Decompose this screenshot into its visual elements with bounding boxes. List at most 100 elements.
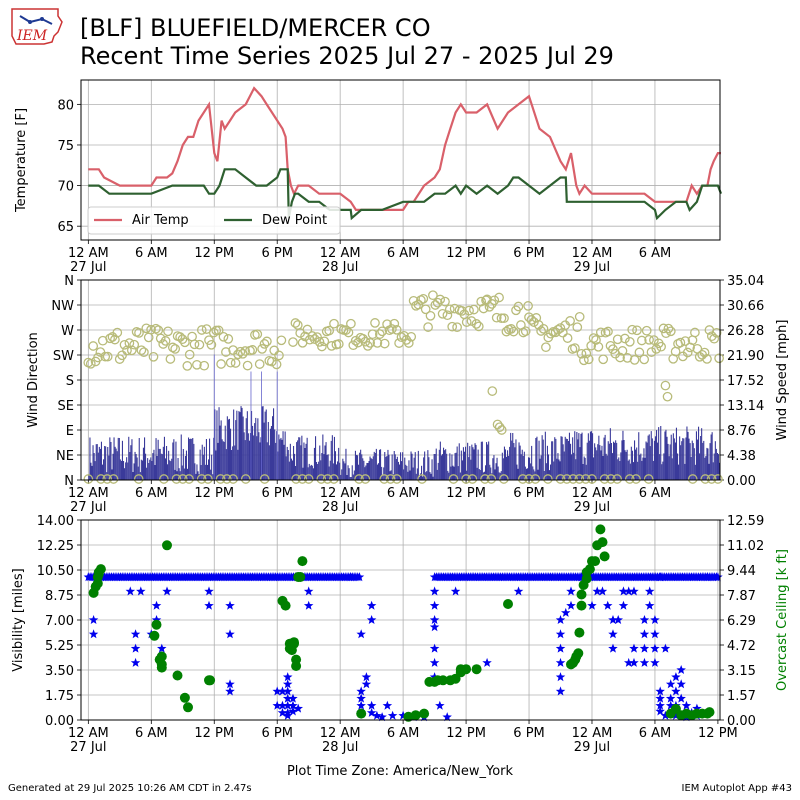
wind-speed-bar — [177, 458, 179, 480]
visibility-point — [671, 686, 681, 696]
wind-speed-bar — [396, 456, 398, 480]
wind-speed-bar — [219, 425, 221, 480]
temp-ylabel: Temperature [F] — [14, 108, 29, 213]
wind-speed-bar — [163, 436, 165, 480]
wind-speed-bar — [468, 457, 470, 480]
vis-x-tick-label: 12 PM — [698, 726, 738, 741]
wind-speed-bar — [214, 409, 216, 480]
wind-speed-bar — [129, 452, 131, 480]
wind-direction-point — [447, 321, 458, 332]
wind-direction-point — [297, 474, 308, 484]
wind-speed-bar — [556, 458, 558, 480]
wind-speed-bar — [272, 416, 274, 480]
wind-speed-bar — [625, 451, 627, 480]
wind-direction-point — [615, 352, 625, 363]
visibility-point — [372, 710, 382, 720]
wind-speed-bar — [470, 459, 472, 480]
wind-speed-bar — [211, 454, 213, 480]
wind-direction-point — [370, 318, 380, 328]
wind-speed-bar — [502, 458, 504, 480]
visibility-point — [151, 615, 162, 624]
wind-y2tick-label: 4.38 — [727, 449, 756, 464]
ceiling-point — [410, 710, 421, 721]
wind-speed-bar — [371, 459, 373, 480]
timezone-label: Plot Time Zone: America/New_York — [286, 764, 514, 779]
wind-speed-bar — [301, 435, 303, 480]
wind-speed-bar — [223, 441, 225, 480]
wind-direction-point — [568, 474, 578, 484]
wind-speed-bar — [188, 437, 190, 480]
wind-speed-bar — [412, 467, 414, 480]
wind-direction-point — [471, 319, 482, 329]
wind-direction-point — [215, 474, 226, 484]
wind-speed-bar — [424, 451, 426, 480]
vis-ytick-label: 1.75 — [45, 689, 74, 704]
wind-speed-bar — [682, 438, 684, 480]
wind-speed-bar — [298, 437, 300, 480]
wind-speed-bar — [493, 455, 495, 480]
wind-speed-bar — [268, 445, 270, 480]
wind-speed-bar — [145, 453, 147, 480]
visibility-point — [644, 600, 655, 610]
wind-speed-bar — [103, 459, 105, 480]
wind-direction-point — [588, 333, 599, 343]
wind-speed-bar — [465, 446, 467, 480]
wind-speed-bar — [430, 473, 432, 480]
wind-speed-bar — [287, 450, 289, 480]
wind-speed-bar — [551, 441, 553, 480]
wind-speed-bar — [645, 441, 647, 480]
wind-speed-bar — [355, 455, 357, 480]
wind-speed-bar — [409, 470, 411, 480]
vis-frame — [80, 519, 721, 721]
wind-direction-point — [316, 474, 327, 484]
wind-speed-bar — [472, 447, 474, 480]
wind-speed-bar — [164, 458, 166, 480]
wind-direction-point — [288, 337, 298, 347]
visibility-point — [561, 607, 571, 617]
wind-direction-point — [133, 474, 144, 484]
air-temp-line — [88, 86, 721, 211]
wind-direction-point — [189, 339, 200, 350]
wind-speed-bar — [238, 411, 240, 480]
wind-direction-point — [377, 326, 388, 337]
wind-speed-bar — [306, 437, 308, 480]
wind-speed-bar — [520, 454, 522, 480]
vis-x-tick-label: 12 AM — [68, 726, 109, 741]
wind-speed-bar — [134, 451, 136, 480]
wind-direction-point — [496, 313, 507, 324]
wind-speed-bar — [415, 473, 417, 480]
wind-direction-point — [240, 474, 251, 484]
ceiling-point — [574, 627, 585, 638]
visibility-point — [713, 572, 723, 582]
visibility-point — [692, 703, 702, 713]
wind-speed-bar — [295, 466, 297, 480]
wind-speed-bar — [252, 425, 254, 480]
wind-speed-bar — [471, 444, 473, 480]
wind-speed-bar — [664, 431, 666, 480]
wind-direction-point — [163, 326, 173, 337]
wind-speed-bar — [346, 475, 348, 480]
wind-speed-bar — [494, 469, 496, 480]
wind-speed-bar — [461, 460, 463, 480]
wind-direction-point — [603, 326, 613, 337]
wind-speed-bar — [474, 443, 476, 480]
visibility-point — [282, 672, 293, 682]
wind-x-tick-label: 12 PM — [194, 486, 234, 501]
visibility-point — [555, 629, 566, 639]
wind-direction-point — [576, 348, 587, 359]
wind-speed-bar — [600, 450, 602, 480]
wind-speed-bar — [273, 408, 275, 480]
wind-ytick-label: N — [64, 474, 74, 489]
wind-direction-point — [391, 474, 402, 484]
wind-speed-bar — [383, 467, 385, 480]
svg-text:IEM: IEM — [16, 28, 48, 44]
wind-speed-bar — [201, 444, 203, 480]
wind-speed-bar — [635, 449, 637, 480]
legend-label-1: Dew Point — [262, 213, 327, 228]
wind-speed-bar — [541, 435, 543, 480]
wind-direction-point — [262, 336, 272, 347]
wind-speed-bar — [152, 453, 154, 480]
wind-speed-bar — [350, 477, 352, 480]
wind-speed-bar — [226, 416, 228, 480]
wind-speed-bar — [102, 464, 104, 480]
